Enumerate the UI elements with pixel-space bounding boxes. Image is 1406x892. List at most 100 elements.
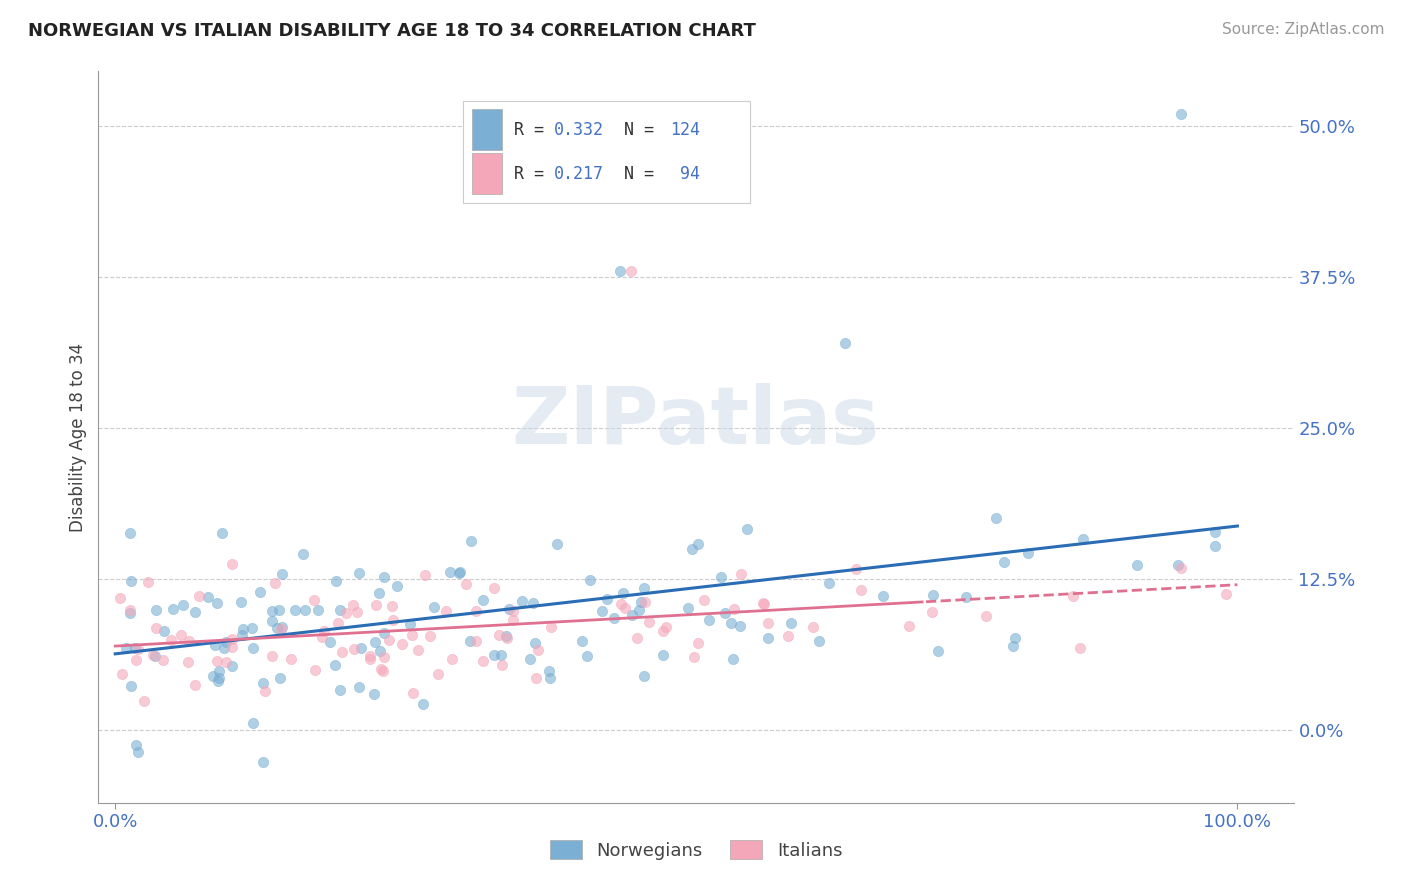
Point: [373, 665, 395, 679]
Point: [519, 652, 541, 666]
Point: [252, 756, 274, 770]
Point: [240, 621, 263, 635]
Point: [693, 592, 716, 607]
Point: [184, 605, 207, 619]
Point: [359, 649, 381, 664]
Point: [152, 624, 174, 639]
Legend: Norwegians, Italians: Norwegians, Italians: [543, 833, 849, 867]
Text: N =: N =: [605, 121, 664, 139]
Point: [302, 593, 325, 607]
Point: [579, 573, 602, 587]
Point: [482, 648, 505, 662]
Point: [922, 588, 945, 602]
Point: [591, 604, 613, 618]
Point: [464, 604, 486, 618]
Point: [845, 562, 868, 576]
Point: [688, 635, 710, 649]
Point: [263, 575, 285, 590]
Point: [752, 596, 775, 610]
Point: [654, 620, 676, 634]
Text: 124: 124: [669, 121, 700, 139]
Point: [260, 615, 283, 629]
Point: [145, 620, 167, 634]
Point: [620, 264, 643, 278]
Point: [138, 575, 160, 590]
Point: [1204, 524, 1226, 539]
FancyBboxPatch shape: [472, 110, 502, 150]
Point: [187, 589, 209, 603]
Point: [651, 648, 673, 663]
Text: R =: R =: [515, 121, 554, 139]
Point: [571, 634, 593, 648]
Point: [1170, 106, 1192, 120]
Point: [688, 536, 710, 550]
Point: [373, 649, 395, 664]
Point: [426, 666, 449, 681]
Point: [326, 615, 349, 630]
Point: [231, 628, 253, 642]
Point: [524, 671, 547, 685]
Point: [170, 628, 193, 642]
Text: 0.332: 0.332: [554, 121, 603, 139]
Point: [370, 644, 392, 658]
Point: [401, 627, 423, 641]
Point: [152, 653, 174, 667]
Point: [111, 666, 134, 681]
Point: [460, 533, 482, 548]
Point: [114, 640, 136, 655]
Point: [974, 609, 997, 624]
Point: [627, 603, 650, 617]
Point: [110, 591, 132, 605]
Point: [325, 574, 347, 588]
Text: 0.217: 0.217: [554, 165, 603, 183]
Point: [488, 627, 510, 641]
Point: [576, 648, 599, 663]
Point: [231, 594, 253, 608]
Point: [630, 595, 652, 609]
Point: [447, 566, 470, 580]
Point: [596, 591, 619, 606]
Point: [205, 655, 228, 669]
Text: R =: R =: [515, 165, 554, 183]
Point: [489, 648, 512, 663]
Point: [270, 622, 292, 636]
Point: [413, 567, 436, 582]
Point: [834, 336, 856, 351]
Point: [221, 640, 243, 654]
Point: [204, 638, 226, 652]
Point: [756, 615, 779, 630]
Point: [652, 624, 675, 639]
Point: [434, 604, 457, 618]
Point: [464, 634, 486, 648]
Point: [495, 632, 517, 646]
Point: [720, 615, 742, 630]
Text: Source: ZipAtlas.com: Source: ZipAtlas.com: [1222, 22, 1385, 37]
Point: [955, 590, 977, 604]
Point: [205, 596, 228, 610]
Point: [610, 597, 633, 611]
Text: ZIPatlas: ZIPatlas: [512, 384, 880, 461]
Point: [260, 604, 283, 618]
Point: [347, 681, 370, 695]
Point: [335, 607, 357, 621]
Text: 94: 94: [669, 165, 700, 183]
Point: [391, 637, 413, 651]
Point: [540, 620, 562, 634]
Point: [208, 671, 231, 685]
Point: [1126, 558, 1149, 572]
Point: [921, 605, 943, 619]
Point: [612, 585, 634, 599]
Point: [620, 608, 643, 623]
Point: [723, 601, 745, 615]
FancyBboxPatch shape: [472, 153, 502, 194]
Point: [406, 643, 429, 657]
Point: [984, 511, 1007, 525]
Point: [484, 582, 506, 596]
Point: [145, 603, 167, 617]
Point: [522, 596, 544, 610]
Point: [527, 642, 550, 657]
Point: [125, 653, 148, 667]
Point: [271, 620, 294, 634]
Point: [458, 634, 481, 648]
Point: [402, 686, 425, 700]
